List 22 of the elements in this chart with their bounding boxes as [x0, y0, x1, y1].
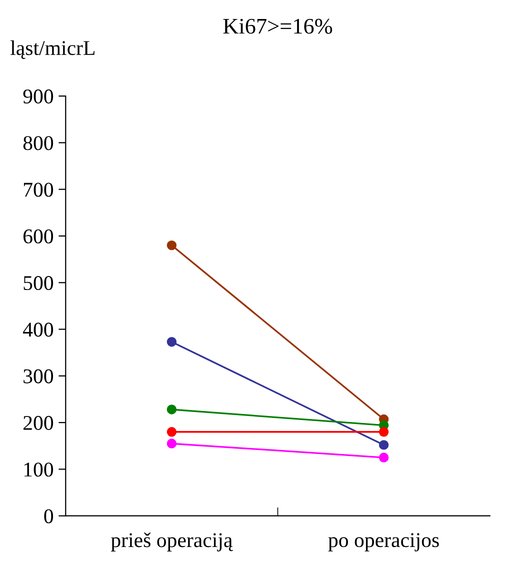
point	[166, 337, 177, 347]
y-tick-label: 100	[24, 462, 54, 477]
y-tick-label: 900	[23, 89, 54, 104]
y-tick-label: 800	[23, 136, 54, 150]
y-tick-label: 700	[24, 182, 54, 197]
y-tick-label: 400	[23, 322, 54, 337]
point	[378, 452, 389, 462]
point	[166, 404, 177, 414]
y-tick-label: 600	[23, 229, 54, 244]
x-tick-label: prieš operaciją	[111, 532, 233, 552]
y-tick-label: 200	[24, 416, 54, 430]
y-tick-label: 500	[24, 276, 54, 290]
y-tick-label: 300	[24, 369, 54, 384]
point	[378, 427, 389, 437]
x-tick-label: po operacijos	[328, 533, 439, 552]
point	[378, 440, 389, 450]
y-tick-label: 0	[44, 509, 54, 524]
y-axis-title: ląst/micrL	[10, 40, 94, 59]
point	[166, 438, 177, 448]
point	[166, 427, 177, 437]
point	[166, 240, 177, 250]
chart-title: Ki67>=16%	[223, 18, 332, 34]
